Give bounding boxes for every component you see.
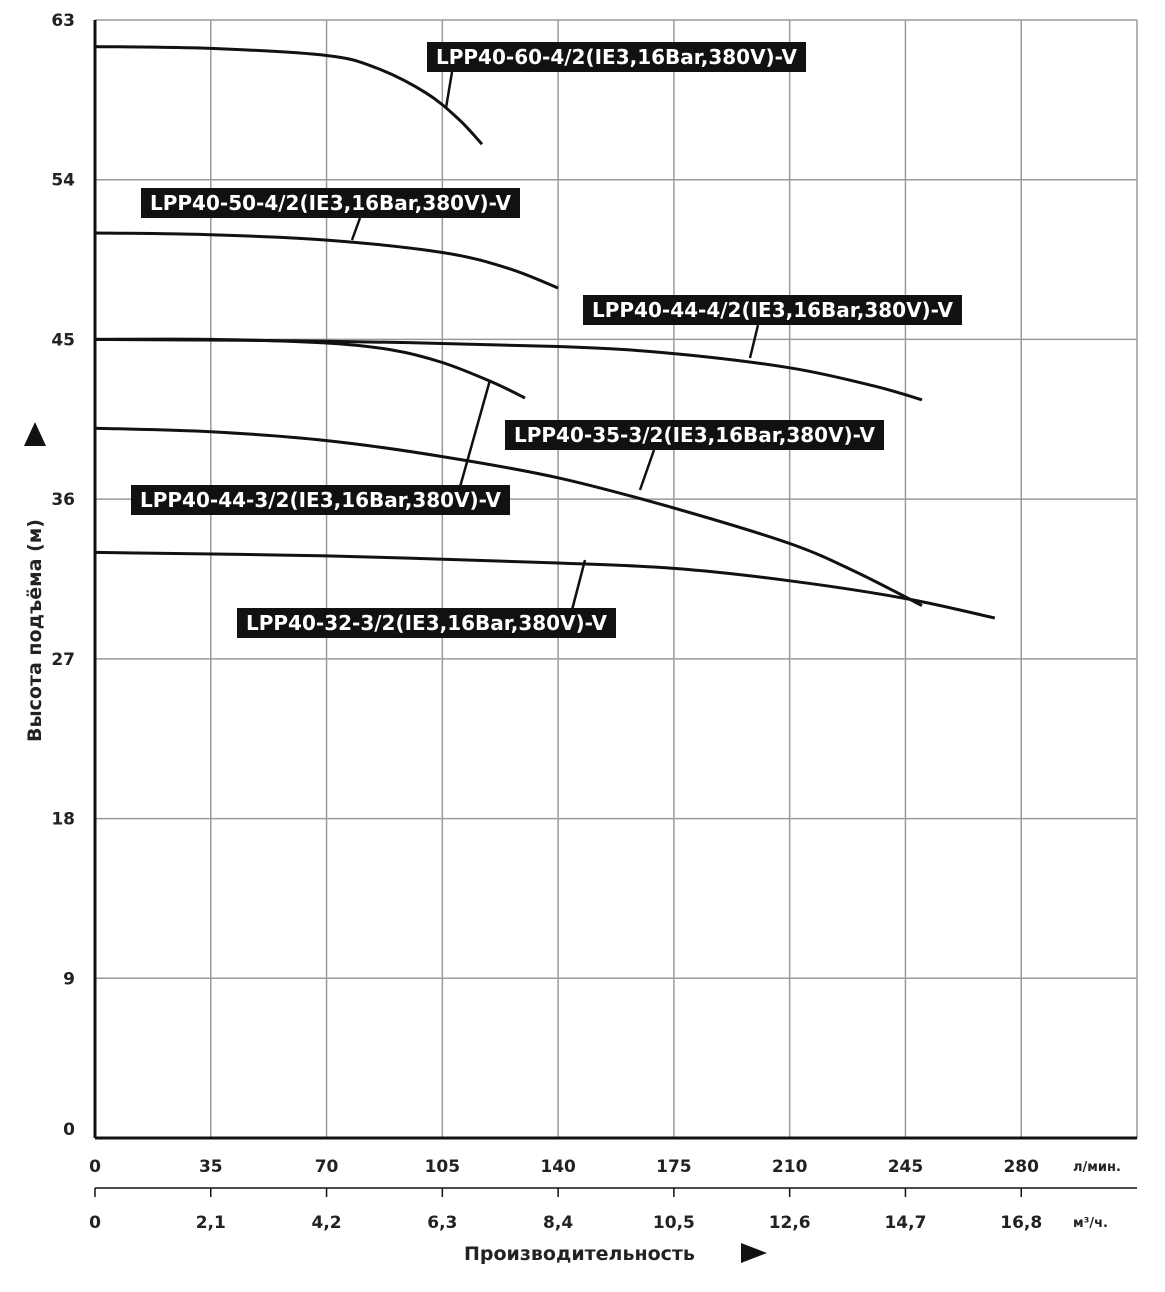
grid-lines bbox=[94, 19, 1138, 1139]
leader-line bbox=[350, 217, 362, 241]
series-label: LPP40-60-4/2(IE3,16Bar,380V)-V bbox=[427, 42, 806, 72]
x-tick-label-m3h: 10,5 bbox=[653, 1213, 695, 1233]
x-tick-label-m3h: 6,3 bbox=[427, 1213, 457, 1233]
y-tick-label: 54 bbox=[51, 171, 75, 191]
series-label: LPP40-35-3/2(IE3,16Bar,380V)-V bbox=[505, 420, 884, 450]
y-tick-label: 0 bbox=[63, 1120, 75, 1140]
x-tick-label-lmin: 210 bbox=[772, 1157, 808, 1177]
series-label-text: LPP40-50-4/2(IE3,16Bar,380V)-V bbox=[150, 191, 512, 215]
x-tick-label-lmin: 140 bbox=[540, 1157, 576, 1177]
x-tick-label-m3h: 16,8 bbox=[1000, 1213, 1042, 1233]
leader-line bbox=[748, 324, 760, 359]
x-tick-label-m3h: 8,4 bbox=[543, 1213, 573, 1233]
series-curve bbox=[94, 337, 526, 400]
x-tick-label-m3h: 14,7 bbox=[884, 1213, 926, 1233]
series-curve bbox=[94, 426, 923, 607]
y-axis-arrow-icon bbox=[24, 422, 46, 446]
series-label-box bbox=[505, 420, 884, 450]
leader-line bbox=[458, 379, 492, 488]
series-label: LPP40-44-3/2(IE3,16Bar,380V)-V bbox=[131, 485, 510, 515]
series-label-box bbox=[237, 608, 616, 638]
x-tick-label-lmin: 105 bbox=[425, 1157, 461, 1177]
y-tick-label: 45 bbox=[51, 330, 75, 350]
x-axis-arrow-icon bbox=[741, 1243, 767, 1263]
axes: 0 9 18 27 36 45 54 63 0 35 70 105 140 175 210 245 280 0 2,… bbox=[51, 11, 1137, 1233]
series-label-box bbox=[427, 42, 806, 72]
y-tick-label: 18 bbox=[51, 810, 75, 830]
x-tick-label-lmin: 0 bbox=[89, 1157, 101, 1177]
series-label: LPP40-50-4/2(IE3,16Bar,380V)-V bbox=[141, 188, 520, 218]
leader-line bbox=[638, 449, 656, 491]
series-label-box bbox=[583, 295, 962, 325]
series-label: LPP40-44-4/2(IE3,16Bar,380V)-V bbox=[583, 295, 962, 325]
leader-line bbox=[444, 71, 454, 109]
series-curve bbox=[94, 231, 559, 290]
series-label-box bbox=[141, 188, 520, 218]
series-label-text: LPP40-44-4/2(IE3,16Bar,380V)-V bbox=[592, 298, 954, 322]
x-unit-m3h: м³/ч. bbox=[1073, 1216, 1108, 1231]
x-tick-label-lmin: 35 bbox=[199, 1157, 223, 1177]
series-curve bbox=[94, 45, 484, 146]
x-unit-lmin: л/мин. bbox=[1073, 1160, 1121, 1175]
series-label-box bbox=[131, 485, 510, 515]
x-tick-label-lmin: 175 bbox=[656, 1157, 692, 1177]
y-axis-title: Высота подъёма (м) bbox=[24, 519, 46, 742]
series-labels: LPP40-60-4/2(IE3,16Bar,380V)-V LPP40-50-4… bbox=[131, 42, 962, 638]
series-label-text: LPP40-35-3/2(IE3,16Bar,380V)-V bbox=[514, 423, 876, 447]
x-tick-label-m3h: 4,2 bbox=[311, 1213, 341, 1233]
x-tick-label-lmin: 70 bbox=[315, 1157, 339, 1177]
series-label-text: LPP40-44-3/2(IE3,16Bar,380V)-V bbox=[140, 488, 502, 512]
x-tick-label-lmin: 245 bbox=[888, 1157, 924, 1177]
x-tick-label-m3h: 2,1 bbox=[196, 1213, 226, 1233]
series-label-text: LPP40-60-4/2(IE3,16Bar,380V)-V bbox=[436, 45, 798, 69]
y-tick-label: 9 bbox=[63, 969, 75, 989]
x-tick-label-lmin: 280 bbox=[1003, 1157, 1039, 1177]
x-tick-label-m3h: 0 bbox=[89, 1213, 101, 1233]
curves bbox=[94, 45, 996, 620]
series-curve bbox=[94, 550, 996, 620]
x-axis-title: Производительность bbox=[464, 1243, 695, 1265]
y-tick-label: 36 bbox=[51, 490, 75, 510]
y-tick-label: 27 bbox=[51, 650, 75, 670]
y-tick-label: 63 bbox=[51, 11, 75, 31]
leader-line bbox=[570, 559, 587, 611]
x-tick-label-m3h: 12,6 bbox=[769, 1213, 811, 1233]
series-label-text: LPP40-32-3/2(IE3,16Bar,380V)-V bbox=[246, 611, 608, 635]
series-label: LPP40-32-3/2(IE3,16Bar,380V)-V bbox=[237, 608, 616, 638]
